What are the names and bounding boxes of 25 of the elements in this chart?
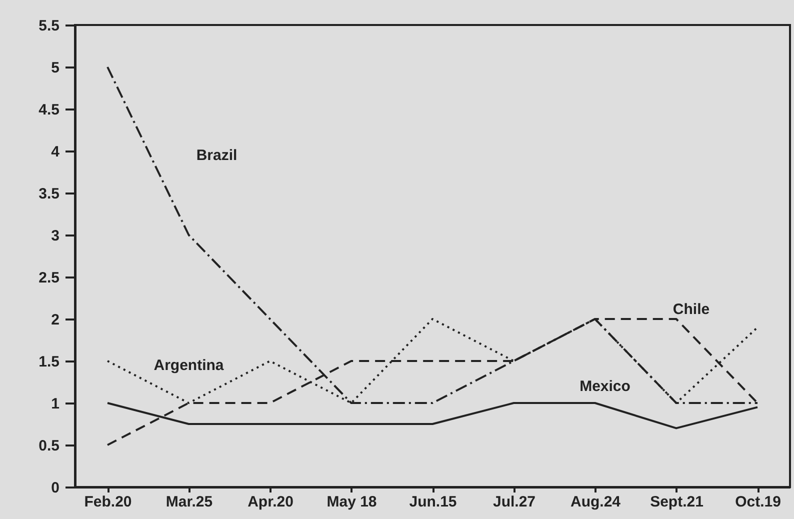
x-tick-label: Apr.20 — [248, 494, 294, 510]
y-tick-label: 5.5 — [38, 18, 60, 34]
text: Brazil — [196, 147, 238, 164]
series-label: Argentina — [154, 357, 224, 374]
x-tick-label: Feb.20 — [84, 494, 132, 510]
x-tick-label: Mar.25 — [166, 494, 213, 510]
x-tick-label: Sept.21 — [650, 494, 704, 510]
y-tick-label: 3 — [51, 228, 60, 244]
x-tick-label: Jun.15 — [409, 494, 457, 510]
y-tick-label: 0.5 — [38, 438, 60, 454]
y-tick-label: 1.5 — [38, 354, 60, 370]
y-tick-label: 3.5 — [38, 186, 60, 202]
series-label: Mexico — [580, 378, 630, 395]
x-tick-label: Oct.19 — [735, 494, 781, 510]
y-tick-label: 2.5 — [38, 270, 60, 286]
y-tick-label: 2 — [51, 312, 60, 328]
y-tick-label: 4 — [51, 144, 60, 160]
y-tick-label: 0 — [51, 480, 60, 496]
x-tick-label: May 18 — [326, 494, 377, 510]
series-label: Chile — [672, 301, 710, 318]
x-tick-label: Aug.24 — [570, 494, 622, 510]
x-tick-label: Jul.27 — [492, 494, 536, 510]
y-tick-label: 5 — [51, 60, 60, 76]
y-tick-label: 4.5 — [38, 102, 60, 118]
y-tick-label: 1 — [51, 396, 60, 412]
